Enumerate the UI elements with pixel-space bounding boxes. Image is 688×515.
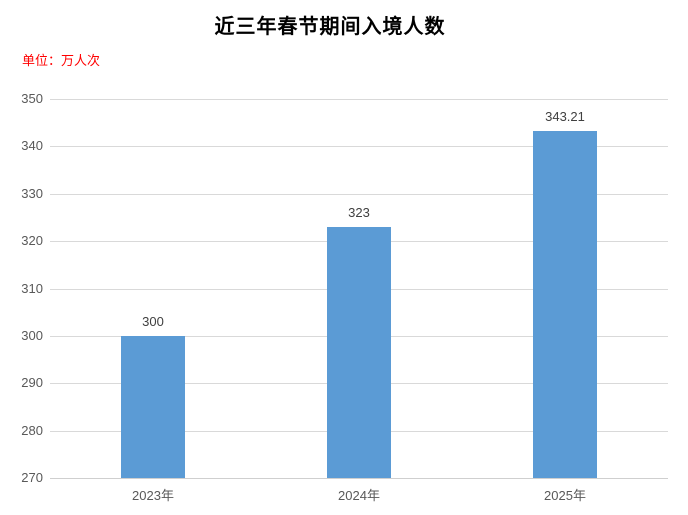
unit-label: 单位：万人次 xyxy=(22,53,101,68)
bar-2024年 xyxy=(327,227,391,478)
y-tick-label: 340 xyxy=(21,138,43,153)
x-axis-line xyxy=(50,478,668,479)
x-tick-label: 2025年 xyxy=(544,488,586,503)
gridline xyxy=(50,99,668,100)
gridline xyxy=(50,194,668,195)
y-tick-label: 270 xyxy=(21,470,43,485)
y-tick-label: 320 xyxy=(21,233,43,248)
bar-2023年 xyxy=(121,336,185,478)
bar-value-label: 323 xyxy=(348,205,370,220)
bar-2025年 xyxy=(533,131,597,478)
y-tick-label: 280 xyxy=(21,423,43,438)
bar-value-label: 343.21 xyxy=(545,109,585,124)
x-tick-label: 2023年 xyxy=(132,488,174,503)
bar-value-label: 300 xyxy=(142,314,164,329)
y-tick-label: 310 xyxy=(21,281,43,296)
gridline xyxy=(50,146,668,147)
y-tick-label: 290 xyxy=(21,375,43,390)
chart-title: 近三年春节期间入境人数 xyxy=(214,14,446,38)
y-tick-label: 330 xyxy=(21,186,43,201)
x-tick-label: 2024年 xyxy=(338,488,380,503)
y-tick-label: 350 xyxy=(21,91,43,106)
y-tick-label: 300 xyxy=(21,328,43,343)
